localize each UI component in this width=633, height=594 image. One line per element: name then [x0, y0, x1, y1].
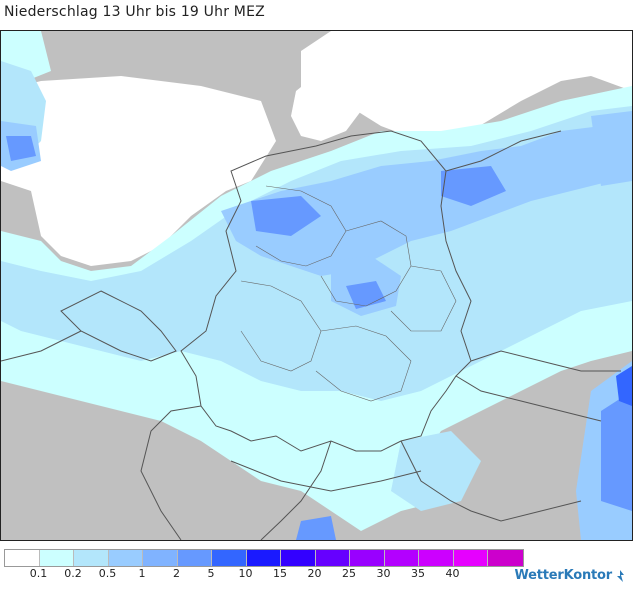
legend-label: 0.2: [64, 567, 82, 580]
legend-swatch: [315, 550, 350, 566]
legend-label: 15: [273, 567, 287, 580]
state-borders: [240, 185, 457, 402]
baltic-sea: [301, 31, 632, 141]
legend-label: 35: [411, 567, 425, 580]
precipitation-legend: [4, 549, 524, 567]
legend-label: 30: [376, 567, 391, 580]
legend-label: 25: [342, 567, 356, 580]
legend-label: 10: [238, 567, 253, 580]
legend-swatch: [384, 550, 419, 566]
legend-swatch: [453, 550, 488, 566]
precip-strong-west: [6, 136, 36, 161]
legend-swatch: [39, 550, 74, 566]
precip-deep-east: [616, 366, 632, 406]
legend-swatch: [108, 550, 143, 566]
legend-label: 0.1: [29, 567, 48, 580]
legend-swatch: [281, 550, 316, 566]
precip-medium-north: [591, 111, 632, 186]
logo-text: WetterKontor: [514, 568, 612, 583]
country-borders: [1, 130, 621, 540]
precip-strong-ne: [441, 166, 506, 206]
precip-pale-south: [391, 431, 481, 511]
legend-label: 40: [445, 567, 460, 580]
legend-swatch: [488, 550, 523, 566]
legend-label: 20: [307, 567, 322, 580]
logo-mark-icon: [617, 569, 624, 582]
wetterkontor-logo: WetterKontor: [514, 568, 625, 583]
legend-labels: 0.1 0.2 0.5 1 2 5 10 15 20 25 30 35 40: [4, 567, 504, 581]
legend-swatch: [177, 550, 212, 566]
precip-strong-center: [346, 281, 386, 309]
legend-swatch: [5, 550, 40, 566]
legend-swatch: [419, 550, 454, 566]
legend-label: 5: [207, 567, 215, 580]
legend-swatch: [212, 550, 247, 566]
legend-label: 2: [173, 567, 180, 580]
north-sea: [1, 76, 276, 266]
map-title: Niederschlag 13 Uhr bis 19 Uhr MEZ: [4, 4, 265, 20]
legend-label: 1: [138, 567, 146, 580]
precip-strong-east: [601, 391, 632, 511]
legend-swatch: [246, 550, 281, 566]
legend-swatch: [350, 550, 385, 566]
precip-medium: [221, 126, 621, 276]
danish-straits: [291, 71, 361, 141]
precipitation-map: [0, 30, 633, 541]
legend-swatch: [74, 550, 109, 566]
legend-label: 0.5: [98, 567, 117, 580]
precip-strong-north: [251, 196, 321, 236]
legend-swatch: [143, 550, 178, 566]
precip-strong-alps: [296, 516, 336, 540]
